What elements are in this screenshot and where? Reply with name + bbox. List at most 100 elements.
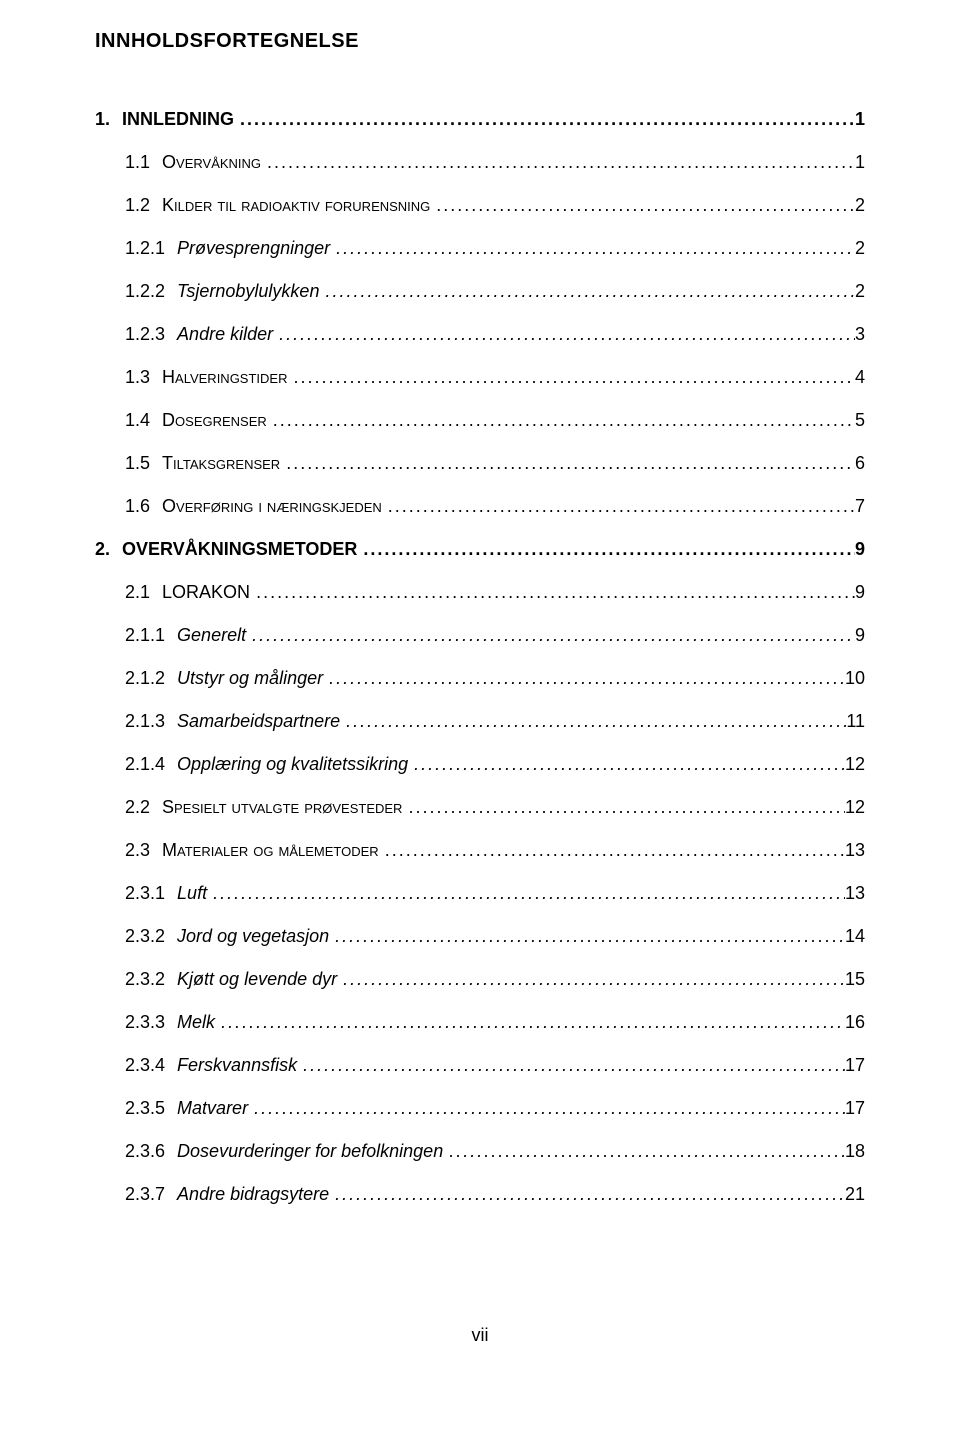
toc-entry-number: 2.3.5 [125, 1098, 177, 1119]
toc-leader-dots [287, 367, 855, 388]
toc-entry-number: 2.1.3 [125, 711, 177, 732]
toc-entry: 2.3.3Melk 16 [95, 1012, 865, 1033]
toc-entry-page: 3 [855, 324, 865, 345]
toc-entry-page: 11 [846, 711, 865, 732]
toc-entry-page: 16 [845, 1012, 865, 1033]
toc-entry-page: 7 [855, 496, 865, 517]
toc-entry-page: 2 [855, 238, 865, 259]
toc-leader-dots [443, 1141, 845, 1162]
toc-entry-page: 2 [855, 195, 865, 216]
toc-leader-dots [323, 668, 845, 689]
toc-entry-page: 21 [845, 1184, 865, 1205]
toc-leader-dots [330, 238, 855, 259]
toc-leader-dots [357, 539, 855, 560]
toc-entry-number: 1.3 [125, 367, 162, 388]
toc-entry-label: Matvarer [177, 1098, 248, 1119]
toc-entry-number: 2.3.6 [125, 1141, 177, 1162]
toc-entry-page: 9 [855, 582, 865, 603]
toc-entry-number: 2.1.1 [125, 625, 177, 646]
toc-entry-page: 17 [845, 1055, 865, 1076]
toc-entry-number: 2.3.4 [125, 1055, 177, 1076]
toc-leader-dots [215, 1012, 845, 1033]
toc-entry-label: Kjøtt og levende dyr [177, 969, 337, 990]
toc-leader-dots [430, 195, 855, 216]
toc-leader-dots [248, 1098, 845, 1119]
toc-entry: 2.1.4Opplæring og kvalitetssikring 12 [95, 754, 865, 775]
toc-entry-label: Dosevurderinger for befolkningen [177, 1141, 443, 1162]
toc-entry: 1.4Dosegrenser 5 [95, 410, 865, 431]
toc-entry-page: 9 [855, 539, 865, 560]
toc-entry-number: 1.5 [125, 453, 162, 474]
toc-entry-label: LORAKON [162, 582, 250, 603]
toc-entry: 2.2Spesielt utvalgte prøvesteder12 [95, 797, 865, 818]
toc-leader-dots [382, 496, 855, 517]
toc-entry-label: Tiltaksgrenser [162, 453, 280, 474]
toc-entry: 2.OVERVÅKNINGSMETODER 9 [95, 539, 865, 560]
toc-entry: 2.1.2Utstyr og målinger 10 [95, 668, 865, 689]
toc-entry-label: Utstyr og målinger [177, 668, 323, 689]
toc-entry-page: 13 [845, 840, 865, 861]
toc-entry-label: Spesielt utvalgte prøvesteder [162, 797, 402, 818]
toc-entry-page: 6 [855, 453, 865, 474]
toc-entry-number: 2.3 [125, 840, 162, 861]
toc-entry-label: Halveringstider [162, 367, 287, 388]
toc-entry-number: 1.2.1 [125, 238, 177, 259]
toc-entry-number: 2.3.2 [125, 926, 177, 947]
toc-entry-label: Prøvesprengninger [177, 238, 330, 259]
toc-leader-dots [379, 840, 845, 861]
toc-entry-page: 12 [845, 754, 865, 775]
toc-leader-dots [329, 1184, 845, 1205]
toc-leader-dots [273, 324, 855, 345]
toc-leader-dots [340, 711, 846, 732]
toc-entry-number: 2.3.1 [125, 883, 177, 904]
toc-container: 1.INNLEDNING11.1Overvåkning11.2Kilder ti… [95, 109, 865, 1205]
toc-entry-number: 1.4 [125, 410, 162, 431]
toc-entry-number: 1.2.3 [125, 324, 177, 345]
toc-entry-number: 2.1.2 [125, 668, 177, 689]
toc-entry-label: Opplæring og kvalitetssikring [177, 754, 408, 775]
toc-entry-label: Melk [177, 1012, 215, 1033]
toc-entry-number: 2.2 [125, 797, 162, 818]
toc-entry-number: 2.1.4 [125, 754, 177, 775]
toc-entry: 1.3Halveringstider4 [95, 367, 865, 388]
toc-entry: 1.2.3Andre kilder3 [95, 324, 865, 345]
toc-entry-page: 10 [845, 668, 865, 689]
toc-entry-number: 2. [95, 539, 122, 560]
toc-entry-label: Kilder til radioaktiv forurensning [162, 195, 430, 216]
toc-entry-label: OVERVÅKNINGSMETODER [122, 539, 357, 560]
toc-entry-number: 1.2 [125, 195, 162, 216]
toc-entry-page: 18 [845, 1141, 865, 1162]
toc-entry-label: Ferskvannsfisk [177, 1055, 297, 1076]
toc-leader-dots [246, 625, 855, 646]
toc-entry: 2.3.4Ferskvannsfisk 17 [95, 1055, 865, 1076]
toc-entry-label: Materialer og målemetoder [162, 840, 379, 861]
toc-leader-dots [234, 109, 855, 130]
toc-entry-label: Overføring i næringskjeden [162, 496, 382, 517]
toc-entry-page: 2 [855, 281, 865, 302]
toc-entry-number: 2.3.3 [125, 1012, 177, 1033]
toc-entry-page: 5 [855, 410, 865, 431]
toc-entry: 2.3.1Luft13 [95, 883, 865, 904]
toc-leader-dots [267, 410, 855, 431]
toc-entry: 2.3.6Dosevurderinger for befolkningen 18 [95, 1141, 865, 1162]
toc-leader-dots [207, 883, 845, 904]
toc-entry: 1.2Kilder til radioaktiv forurensning 2 [95, 195, 865, 216]
toc-entry-label: Luft [177, 883, 207, 904]
toc-leader-dots [319, 281, 855, 302]
toc-entry: 2.1.3Samarbeidspartnere11 [95, 711, 865, 732]
toc-entry-number: 1. [95, 109, 122, 130]
toc-entry-label: Dosegrenser [162, 410, 267, 431]
toc-entry-label: INNLEDNING [122, 109, 234, 130]
toc-entry-label: Jord og vegetasjon [177, 926, 329, 947]
toc-entry-label: Generelt [177, 625, 246, 646]
toc-entry-number: 2.3.2 [125, 969, 177, 990]
toc-entry: 1.5Tiltaksgrenser 6 [95, 453, 865, 474]
toc-leader-dots [250, 582, 855, 603]
toc-entry: 2.3.5Matvarer17 [95, 1098, 865, 1119]
toc-entry: 1.INNLEDNING1 [95, 109, 865, 130]
toc-entry-page: 1 [855, 152, 865, 173]
toc-entry-page: 14 [845, 926, 865, 947]
toc-entry-label: Andre bidragsytere [177, 1184, 329, 1205]
toc-entry: 1.1Overvåkning1 [95, 152, 865, 173]
toc-leader-dots [408, 754, 845, 775]
